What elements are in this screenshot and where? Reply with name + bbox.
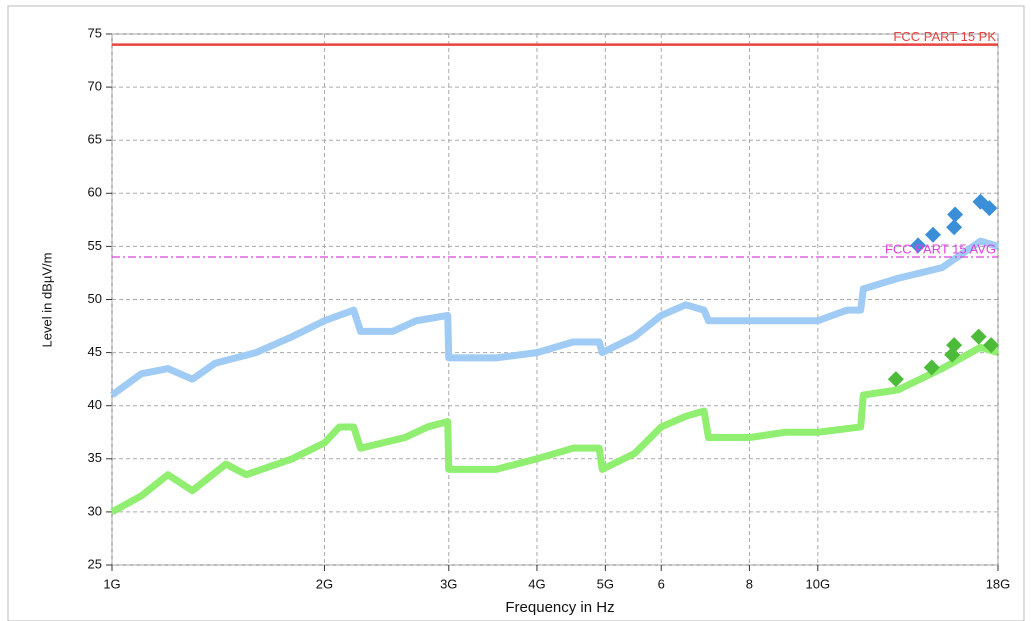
x-tick-label: 3G bbox=[440, 576, 457, 591]
marker bbox=[923, 359, 940, 376]
y-tick-label: 60 bbox=[88, 185, 102, 200]
y-tick-label: 75 bbox=[88, 25, 102, 40]
y-axis-label: Level in dBµV/m bbox=[39, 253, 54, 348]
x-tick-label: 5G bbox=[597, 576, 614, 591]
marker bbox=[910, 237, 927, 254]
marker bbox=[947, 206, 964, 223]
y-tick-label: 45 bbox=[88, 344, 102, 359]
marker bbox=[924, 226, 941, 243]
y-tick-label: 35 bbox=[88, 450, 102, 465]
marker bbox=[946, 337, 963, 354]
y-tick-label: 25 bbox=[88, 556, 102, 571]
limit-label: FCC PART 15 AVG bbox=[885, 241, 996, 256]
trace bbox=[109, 237, 1000, 398]
frame bbox=[7, 5, 1025, 621]
marker bbox=[983, 337, 1000, 354]
limit-label: FCC PART 15 PK bbox=[893, 29, 996, 44]
y-tick-label: 30 bbox=[88, 503, 102, 518]
y-tick-label: 55 bbox=[88, 238, 102, 253]
y-tick-label: 70 bbox=[88, 79, 102, 94]
y-tick-label: 50 bbox=[88, 291, 102, 306]
marker bbox=[981, 200, 998, 217]
x-tick-label: 18G bbox=[986, 576, 1011, 591]
marker bbox=[946, 219, 963, 236]
y-tick-label: 40 bbox=[88, 397, 102, 412]
x-tick-label: 8 bbox=[746, 576, 753, 591]
x-tick-label: 10G bbox=[806, 576, 831, 591]
x-tick-label: 2G bbox=[316, 576, 333, 591]
marker bbox=[970, 328, 987, 345]
x-tick-label: 1G bbox=[103, 576, 120, 591]
marker bbox=[887, 371, 904, 388]
trace bbox=[110, 343, 1000, 515]
x-tick-label: 4G bbox=[528, 576, 545, 591]
y-tick-label: 65 bbox=[88, 132, 102, 147]
x-axis-label: Frequency in Hz bbox=[505, 599, 614, 616]
x-tick-label: 6 bbox=[658, 576, 665, 591]
